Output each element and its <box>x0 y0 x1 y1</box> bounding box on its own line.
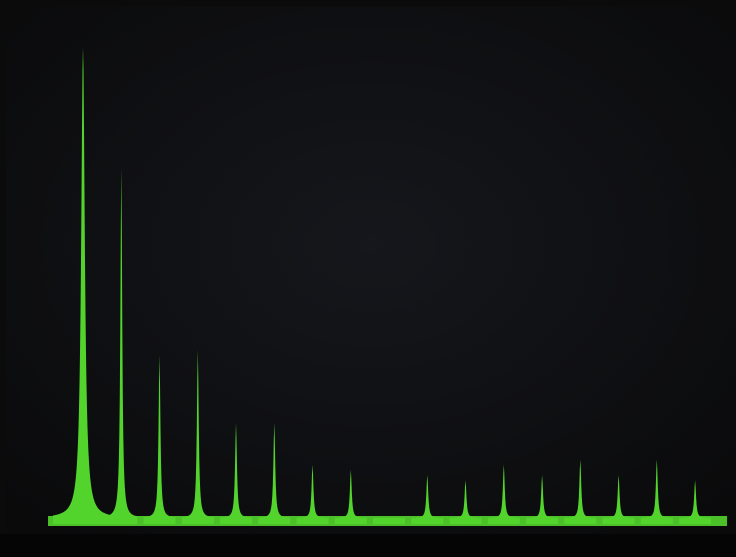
spectral-peak <box>373 518 405 524</box>
page: (() => { const data = JSON.parse(documen… <box>0 0 736 557</box>
display <box>6 6 736 536</box>
screen-photo <box>0 0 736 557</box>
monitor-frame <box>0 534 736 557</box>
